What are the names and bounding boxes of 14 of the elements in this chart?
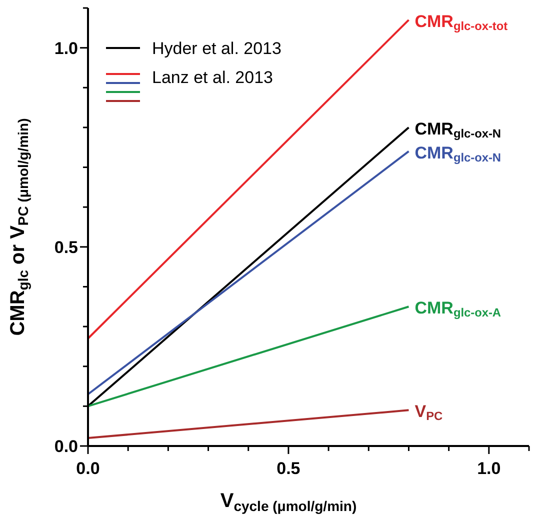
series-label: CMR$_{glc-ox-A}$ [414, 298, 502, 320]
series-label: V$_{PC}$ [414, 402, 443, 424]
series-label: CMR$_{glc-ox-tot}$ [414, 12, 508, 34]
series-label: CMR$_{glc-ox-N}$ [414, 119, 502, 141]
annotation: Hyder et al. 2013 [152, 39, 282, 58]
series-label: CMR$_{glc-ox-N}$ [414, 143, 502, 165]
y-tick-label: 1.0 [54, 38, 78, 58]
annotation: Lanz et al. 2013 [152, 68, 273, 87]
x-tick-label: 0.0 [76, 459, 100, 478]
y-tick-label: 0.0 [54, 437, 78, 456]
y-tick-label: 0.5 [54, 238, 78, 257]
x-axis-title: V$_{cycle (μmol/g/min)}$ [220, 490, 357, 514]
x-tick-label: 0.5 [276, 459, 300, 478]
x-tick-label: 1.0 [477, 459, 501, 478]
